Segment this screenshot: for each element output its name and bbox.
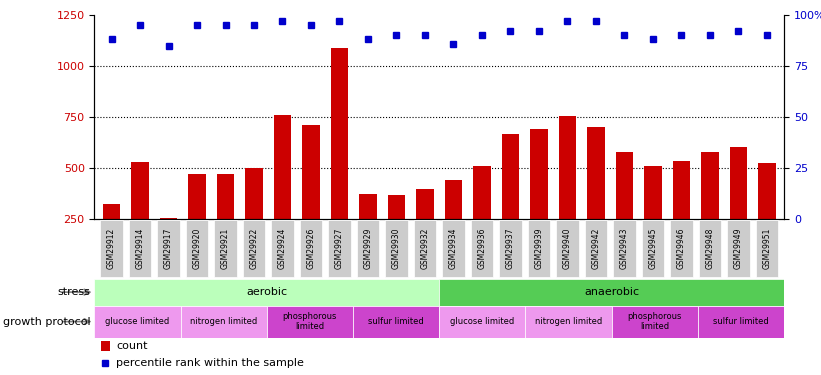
Bar: [274, 115, 291, 270]
Bar: [670, 220, 693, 278]
Bar: [439, 306, 525, 338]
Bar: [613, 220, 636, 278]
Text: phosphorous
limited: phosphorous limited: [627, 312, 682, 331]
Text: GSM29940: GSM29940: [563, 228, 572, 269]
Bar: [439, 279, 784, 306]
Bar: [759, 163, 776, 270]
Bar: [189, 174, 205, 270]
Bar: [100, 220, 123, 278]
Text: GSM29921: GSM29921: [221, 228, 230, 269]
Text: GSM29937: GSM29937: [506, 228, 515, 269]
Text: sulfur limited: sulfur limited: [369, 317, 424, 326]
Bar: [217, 174, 234, 270]
Bar: [242, 220, 265, 278]
Bar: [416, 189, 433, 270]
Text: percentile rank within the sample: percentile rank within the sample: [117, 358, 305, 368]
Bar: [353, 306, 439, 338]
Bar: [385, 220, 408, 278]
Bar: [641, 220, 664, 278]
Text: phosphorous
limited: phosphorous limited: [282, 312, 337, 331]
Bar: [701, 153, 718, 270]
Text: GSM29917: GSM29917: [164, 228, 173, 269]
Text: GSM29943: GSM29943: [620, 228, 629, 269]
Bar: [267, 306, 353, 338]
Text: GSM29939: GSM29939: [534, 228, 544, 269]
Bar: [388, 195, 405, 270]
Bar: [328, 220, 351, 278]
Bar: [528, 220, 550, 278]
Bar: [699, 220, 722, 278]
Text: GSM29920: GSM29920: [192, 228, 201, 269]
Bar: [673, 160, 690, 270]
Text: GSM29914: GSM29914: [135, 228, 144, 269]
Bar: [470, 220, 493, 278]
Text: GSM29930: GSM29930: [392, 228, 401, 269]
Text: glucose limited: glucose limited: [105, 317, 170, 326]
Bar: [103, 204, 120, 270]
Bar: [245, 168, 263, 270]
Bar: [698, 306, 784, 338]
Bar: [502, 134, 519, 270]
Bar: [331, 48, 348, 270]
Text: GSM29948: GSM29948: [705, 228, 714, 269]
Bar: [186, 220, 209, 278]
Bar: [730, 147, 747, 270]
Bar: [525, 306, 612, 338]
Text: GSM29942: GSM29942: [591, 228, 600, 269]
Bar: [727, 220, 750, 278]
Text: GSM29929: GSM29929: [364, 228, 373, 269]
Bar: [131, 162, 149, 270]
Bar: [530, 129, 548, 270]
Bar: [129, 220, 151, 278]
Bar: [612, 306, 698, 338]
Text: GSM29927: GSM29927: [335, 228, 344, 269]
Text: GSM29945: GSM29945: [649, 228, 658, 269]
Text: GSM29949: GSM29949: [734, 228, 743, 269]
Text: GSM29936: GSM29936: [478, 228, 487, 269]
Text: aerobic: aerobic: [246, 287, 287, 297]
Text: stress: stress: [57, 287, 90, 297]
Text: GSM29924: GSM29924: [278, 228, 287, 269]
Bar: [94, 279, 439, 306]
Text: GSM29922: GSM29922: [250, 228, 259, 269]
Text: sulfur limited: sulfur limited: [713, 317, 768, 326]
Bar: [94, 306, 181, 338]
Bar: [442, 220, 465, 278]
Text: growth protocol: growth protocol: [2, 316, 90, 327]
Bar: [302, 125, 319, 270]
Bar: [181, 306, 267, 338]
Text: count: count: [117, 341, 148, 351]
Bar: [499, 220, 522, 278]
Bar: [360, 194, 377, 270]
Text: glucose limited: glucose limited: [450, 317, 515, 326]
Bar: [356, 220, 379, 278]
Bar: [214, 220, 237, 278]
Text: GSM29951: GSM29951: [763, 228, 772, 269]
Bar: [474, 166, 490, 270]
Bar: [414, 220, 437, 278]
Bar: [300, 220, 323, 278]
Bar: [644, 166, 662, 270]
Text: GSM29946: GSM29946: [677, 228, 686, 269]
Bar: [755, 220, 778, 278]
Text: GSM29934: GSM29934: [449, 228, 458, 269]
Bar: [157, 220, 180, 278]
Text: anaerobic: anaerobic: [584, 287, 640, 297]
Bar: [271, 220, 294, 278]
Text: GSM29912: GSM29912: [107, 228, 116, 269]
Bar: [445, 180, 462, 270]
Bar: [587, 127, 604, 270]
Text: nitrogen limited: nitrogen limited: [535, 317, 602, 326]
Text: GSM29932: GSM29932: [420, 228, 429, 269]
Bar: [556, 220, 579, 278]
Bar: [160, 217, 177, 270]
Bar: [616, 153, 633, 270]
Text: nitrogen limited: nitrogen limited: [190, 317, 257, 326]
Text: GSM29926: GSM29926: [306, 228, 315, 269]
Bar: [101, 341, 109, 351]
Bar: [585, 220, 608, 278]
Bar: [559, 116, 576, 270]
